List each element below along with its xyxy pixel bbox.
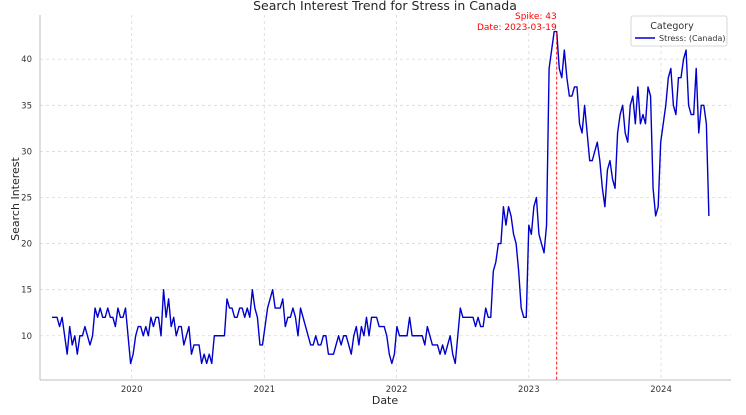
grid bbox=[40, 15, 731, 380]
y-axis-label: Search Interest bbox=[9, 156, 22, 240]
y-tick-label: 30 bbox=[21, 147, 32, 157]
spike-date-label: Date: 2023-03-19 bbox=[477, 23, 557, 33]
y-tick-label: 40 bbox=[21, 55, 32, 65]
y-tick-label: 20 bbox=[21, 240, 32, 250]
legend-title: Category bbox=[650, 21, 694, 32]
x-tick-label: 2020 bbox=[121, 385, 143, 395]
y-tick-label: 25 bbox=[21, 194, 32, 204]
x-tick-label: 2024 bbox=[650, 385, 672, 395]
tick-labels: 10 15 20 25 30 35 40 2020 2021 2022 2023 2024 bbox=[21, 55, 672, 395]
legend-entry: Stress: (Canada) bbox=[659, 34, 726, 43]
y-tick-label: 10 bbox=[21, 332, 32, 342]
axes bbox=[39, 15, 731, 381]
x-tick-label: 2022 bbox=[386, 385, 408, 395]
series-line bbox=[51, 30, 710, 365]
legend: Category Stress: (Canada) bbox=[630, 15, 728, 47]
series-layer bbox=[51, 30, 710, 365]
chart-title: Search Interest Trend for Stress in Cana… bbox=[253, 0, 517, 13]
x-tick-label: 2021 bbox=[253, 385, 275, 395]
y-tick-label: 15 bbox=[21, 286, 32, 296]
x-tick-label: 2023 bbox=[518, 385, 540, 395]
x-axis-label: Date bbox=[372, 394, 399, 407]
spike-label: Spike: 43 bbox=[515, 12, 557, 22]
y-tick-label: 35 bbox=[21, 101, 32, 111]
